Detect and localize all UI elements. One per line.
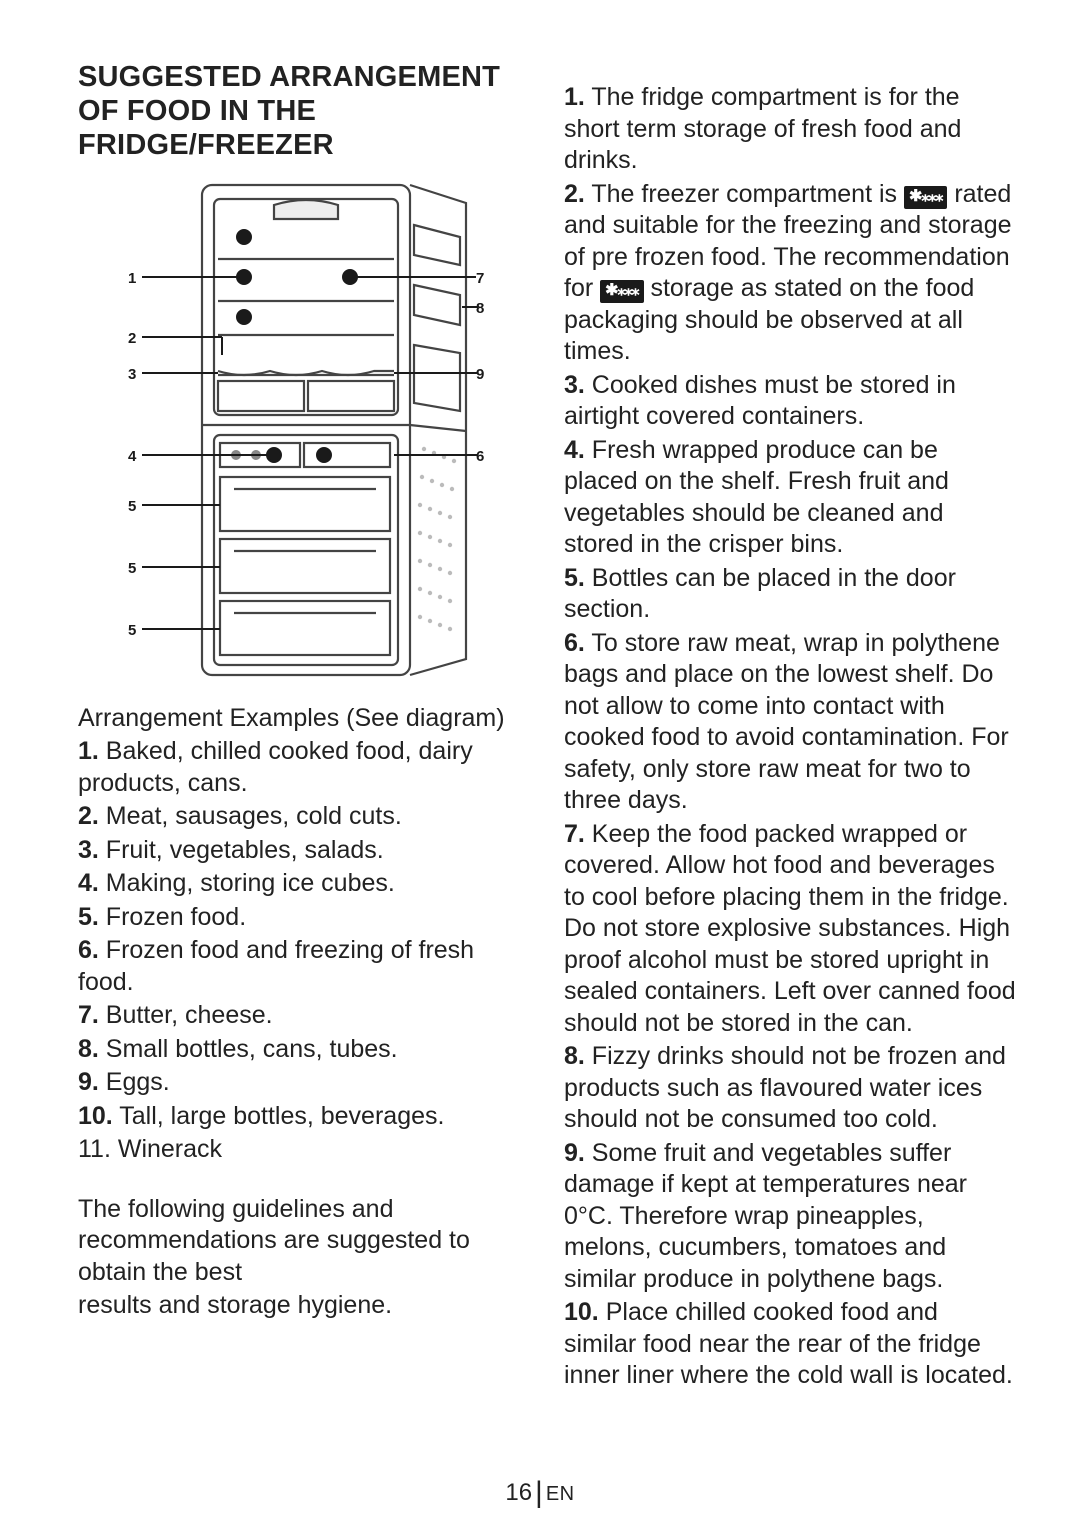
example-item: 3. Fruit, vegetables, salads. [78, 835, 530, 867]
page-footer: 16|EN [0, 1474, 1080, 1508]
guideline-text: Cooked dishes must be stored in airtight… [564, 371, 956, 431]
example-text: Fruit, vegetables, salads. [99, 836, 384, 864]
diagram-label-5a: 5 [128, 498, 136, 515]
example-text: 11. Winerack [78, 1135, 222, 1163]
example-text: Baked, chilled cooked food, dairy produc… [78, 737, 473, 797]
guideline-number: 8. [564, 1042, 585, 1070]
example-item: 4. Making, storing ice cubes. [78, 868, 530, 900]
guideline-text: The freezer compartment is [585, 180, 904, 208]
example-text: Small bottles, cans, tubes. [99, 1035, 398, 1063]
page-language: EN [546, 1483, 575, 1505]
example-text: Meat, sausages, cold cuts. [99, 802, 402, 830]
example-number: 10. [78, 1102, 113, 1130]
example-text: Butter, cheese. [99, 1001, 273, 1029]
guideline-text: Some fruit and vegetables suffer damage … [564, 1139, 967, 1293]
diagram-label-8: 8 [476, 300, 484, 317]
section-heading: SUGGESTED ARRANGEMENT OF FOOD IN THE FRI… [78, 60, 530, 163]
page-number: 16 [505, 1479, 532, 1506]
example-number: 1. [78, 737, 99, 765]
example-number: 8. [78, 1035, 99, 1063]
guideline-number: 6. [564, 629, 585, 657]
example-text: Tall, large bottles, beverages. [113, 1102, 445, 1130]
example-item: 1. Baked, chilled cooked food, dairy pro… [78, 736, 530, 799]
star-rating-icon: ✱⁎⁎⁎ [600, 280, 643, 303]
guideline-number: 5. [564, 564, 585, 592]
guideline-item: 8. Fizzy drinks should not be frozen and… [564, 1041, 1016, 1136]
diagram-label-5b: 5 [128, 560, 136, 577]
example-number: 6. [78, 936, 99, 964]
guideline-number: 10. [564, 1298, 599, 1326]
guideline-text: Bottles can be placed in the door sectio… [564, 564, 956, 624]
guideline-number: 3. [564, 371, 585, 399]
star-rating-icon: ✱⁎⁎⁎ [904, 186, 947, 209]
guideline-item: 3. Cooked dishes must be stored in airti… [564, 370, 1016, 433]
example-number: 9. [78, 1068, 99, 1096]
guidelines-intro-2: results and storage hygiene. [78, 1290, 530, 1322]
guideline-number: 7. [564, 820, 585, 848]
footer-separator: | [532, 1476, 546, 1509]
guideline-item: 2. The freezer compartment is ✱⁎⁎⁎ rated… [564, 179, 1016, 368]
guideline-item: 6. To store raw meat, wrap in polythene … [564, 628, 1016, 817]
diagram-label-3: 3 [128, 366, 136, 383]
example-item: 7. Butter, cheese. [78, 1000, 530, 1032]
example-text: Making, storing ice cubes. [99, 869, 395, 897]
example-item: 9. Eggs. [78, 1067, 530, 1099]
diagram-label-2: 2 [128, 330, 136, 347]
example-number: 4. [78, 869, 99, 897]
guideline-item: 5. Bottles can be placed in the door sec… [564, 563, 1016, 626]
diagram-label-9: 9 [476, 366, 484, 383]
guideline-item: 9. Some fruit and vegetables suffer dama… [564, 1138, 1016, 1296]
guideline-text: Fizzy drinks should not be frozen and pr… [564, 1042, 1006, 1133]
guideline-item: 4. Fresh wrapped produce can be placed o… [564, 435, 1016, 561]
guideline-item: 10. Place chilled cooked food and simila… [564, 1297, 1016, 1392]
examples-block: Arrangement Examples (See diagram) 1. Ba… [78, 703, 530, 1322]
diagram-label-6: 6 [476, 448, 484, 465]
columns: SUGGESTED ARRANGEMENT OF FOOD IN THE FRI… [78, 60, 1016, 1394]
guideline-number: 4. [564, 436, 585, 464]
diagram-label-4: 4 [128, 448, 137, 465]
example-item: 2. Meat, sausages, cold cuts. [78, 801, 530, 833]
example-item: 5. Frozen food. [78, 902, 530, 934]
fridge-diagram: 1 2 3 4 5 5 5 7 8 9 6 [78, 177, 530, 687]
diagram-label-5c: 5 [128, 622, 136, 639]
example-number: 7. [78, 1001, 99, 1029]
examples-title: Arrangement Examples (See diagram) [78, 703, 530, 735]
guideline-text: Fresh wrapped produce can be placed on t… [564, 436, 949, 559]
diagram-label-1: 1 [128, 270, 136, 287]
right-column: 1. The fridge compartment is for the sho… [564, 60, 1016, 1394]
example-item: 10. Tall, large bottles, beverages. [78, 1101, 530, 1133]
example-number: 5. [78, 903, 99, 931]
example-item: 6. Frozen food and freezing of fresh foo… [78, 935, 530, 998]
example-text: Eggs. [99, 1068, 170, 1096]
left-column: SUGGESTED ARRANGEMENT OF FOOD IN THE FRI… [78, 60, 530, 1394]
example-item: 11. Winerack [78, 1134, 530, 1166]
page: SUGGESTED ARRANGEMENT OF FOOD IN THE FRI… [0, 0, 1080, 1532]
guideline-number: 9. [564, 1139, 585, 1167]
guideline-item: 1. The fridge compartment is for the sho… [564, 82, 1016, 177]
guideline-number: 2. [564, 180, 585, 208]
guidelines-intro-1: The following guidelines and recommendat… [78, 1194, 530, 1289]
diagram-label-7: 7 [476, 270, 484, 287]
example-text: Frozen food and freezing of fresh food. [78, 936, 474, 996]
guideline-text: Keep the food packed wrapped or covered.… [564, 820, 1016, 1037]
guideline-text: The fridge compartment is for the short … [564, 83, 961, 174]
guideline-text: Place chilled cooked food and similar fo… [564, 1298, 1013, 1389]
example-item: 8. Small bottles, cans, tubes. [78, 1034, 530, 1066]
guideline-text: To store raw meat, wrap in polythene bag… [564, 629, 1009, 815]
example-number: 2. [78, 802, 99, 830]
example-number: 3. [78, 836, 99, 864]
guideline-item: 7. Keep the food packed wrapped or cover… [564, 819, 1016, 1040]
guideline-number: 1. [564, 83, 585, 111]
example-text: Frozen food. [99, 903, 246, 931]
